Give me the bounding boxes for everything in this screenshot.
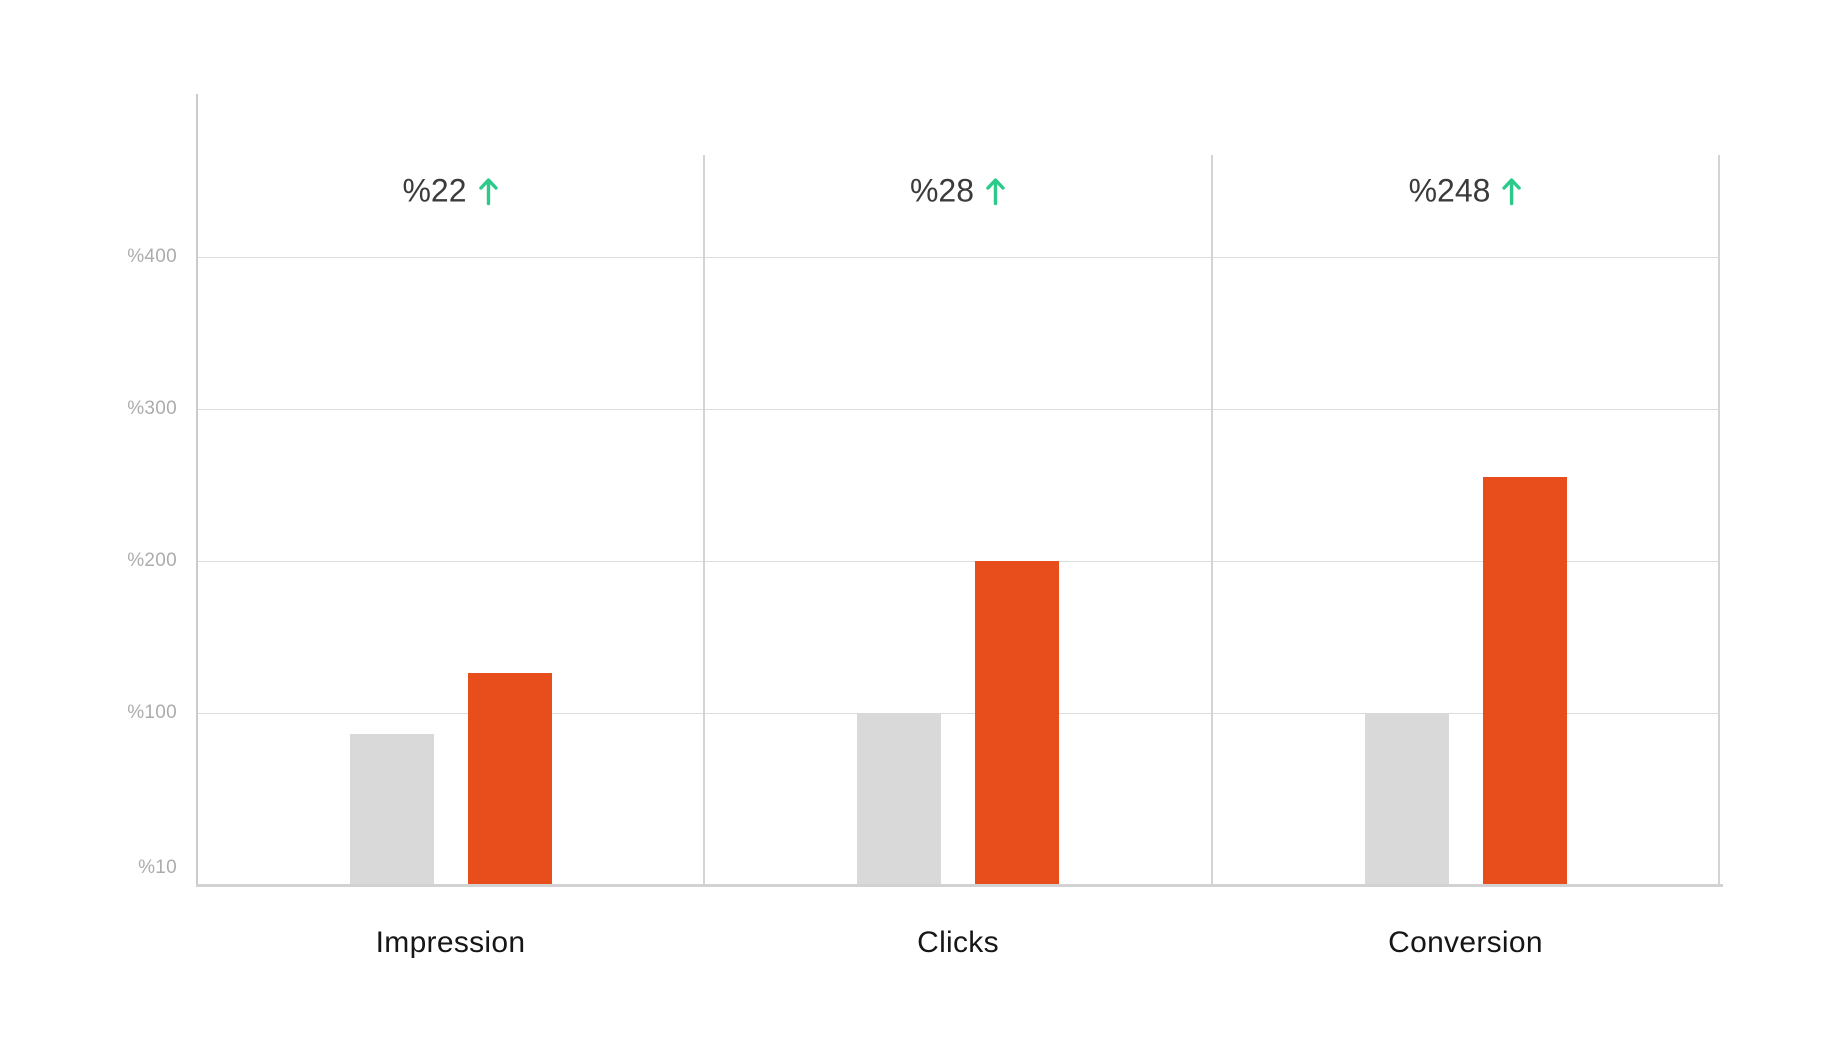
y-axis-line (196, 94, 198, 886)
gray-bar (349, 734, 434, 886)
orange-bar (467, 673, 552, 886)
category-label: Clicks (917, 926, 999, 959)
change-annotation: %22 (402, 173, 498, 210)
gridline (197, 713, 1719, 714)
panel-separator (1211, 155, 1213, 886)
category-label: Impression (375, 926, 526, 959)
change-value: %28 (909, 172, 975, 209)
category-label: Conversion (1388, 926, 1543, 959)
increase-arrow-icon (478, 178, 498, 206)
increase-arrow-icon (1502, 178, 1522, 206)
gridline (197, 561, 1719, 562)
change-value: %22 (402, 172, 467, 209)
y-tick-label: %10 (138, 857, 177, 878)
y-tick-label: %200 (127, 550, 177, 571)
change-annotation: %28 (910, 173, 1006, 210)
gridline (197, 257, 1719, 258)
plot-right-border (1718, 155, 1720, 886)
change-annotation: %248 (1409, 173, 1523, 210)
increase-arrow-icon (986, 178, 1005, 206)
y-tick-label: %300 (127, 398, 177, 419)
change-value: %248 (1408, 172, 1491, 209)
orange-bar (975, 561, 1059, 886)
gray-bar (1364, 713, 1449, 886)
y-tick-label: %100 (127, 702, 177, 723)
x-axis-line (196, 884, 1723, 887)
y-tick-label: %400 (127, 246, 177, 267)
panel-separator (703, 155, 705, 886)
gray-bar (857, 713, 941, 886)
orange-bar (1482, 477, 1567, 886)
gridline (197, 409, 1719, 410)
